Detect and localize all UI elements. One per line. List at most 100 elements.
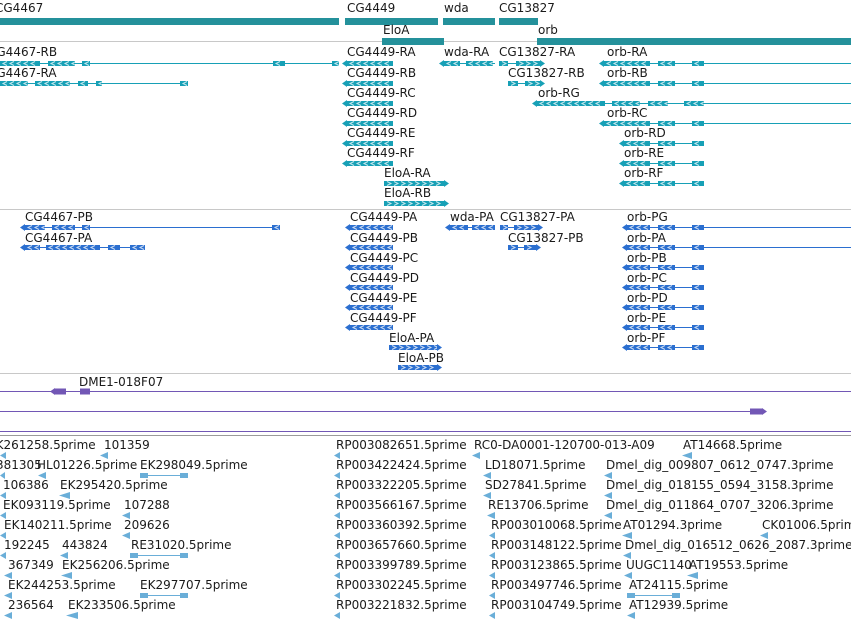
transcript-cg4449-pf[interactable] xyxy=(345,324,393,331)
feature-label-rp003148122-5prime[interactable]: RP003148122.5prime xyxy=(491,538,622,552)
feature-label-ek233506-5prime[interactable]: EK233506.5prime xyxy=(68,598,176,612)
est-106386[interactable] xyxy=(0,492,6,499)
est-209626[interactable] xyxy=(122,532,130,539)
transcript-orb-pd[interactable] xyxy=(622,304,704,311)
feature-label-rp003322205-5prime[interactable]: RP003322205.5prime xyxy=(336,478,467,492)
feature-label-rp003082651-5prime[interactable]: RP003082651.5prime xyxy=(336,438,467,452)
est-dmel-dig-016512-0626-2087-3prime[interactable] xyxy=(623,552,631,559)
transcript-wda-pa[interactable] xyxy=(445,224,495,231)
est-ek140211-5prime[interactable] xyxy=(0,532,6,539)
feature-label-eloa-pb[interactable]: EloA-PB xyxy=(398,351,445,365)
feature-label-orb-re[interactable]: orb-RE xyxy=(624,146,665,160)
est-rp003221832-5prime[interactable] xyxy=(334,612,340,619)
feature-label-orb-pg[interactable]: orb-PG xyxy=(627,210,668,224)
est-367349[interactable] xyxy=(4,572,12,579)
est-rp003360392-5prime[interactable] xyxy=(334,532,340,539)
cdna-cg4449-ra[interactable] xyxy=(342,60,393,67)
est-rp003123865-5prime[interactable] xyxy=(489,572,495,579)
feature-label-rp003302245-5prime[interactable]: RP003302245.5prime xyxy=(336,578,467,592)
transcript-cg13827-pb[interactable] xyxy=(508,244,541,251)
transcript-eloa-pb[interactable] xyxy=(398,364,442,371)
feature-label-cg4449-rb[interactable]: CG4449-RB xyxy=(347,66,417,80)
feature-label-orb-pc[interactable]: orb-PC xyxy=(627,271,667,285)
cdna-orb-re[interactable] xyxy=(619,160,704,167)
feature-label-ek261258-5prime[interactable]: EK261258.5prime xyxy=(0,438,96,452)
cdna-cg4467-rb[interactable] xyxy=(0,60,340,67)
feature-label-cg4449-pd[interactable]: CG4449-PD xyxy=(350,271,420,285)
feature-label-uugc1140[interactable]: UUGC1140 xyxy=(626,558,692,572)
transcript-orb-pc[interactable] xyxy=(622,284,704,291)
cdna-cg4449-rb[interactable] xyxy=(342,80,393,87)
feature-label-at19553-5prime[interactable]: AT19553.5prime xyxy=(689,558,789,572)
est-ek295420-5prime[interactable] xyxy=(59,492,70,499)
feature-label-rp003360392-5prime[interactable]: RP003360392.5prime xyxy=(336,518,467,532)
feature-label-ek256206-5prime[interactable]: EK256206.5prime xyxy=(62,558,170,572)
est-ek244253-5prime[interactable] xyxy=(4,592,12,599)
transcript-orb-pe[interactable] xyxy=(622,324,704,331)
feature-label-cg4449-rf[interactable]: CG4449-RF xyxy=(347,146,415,160)
feature-label-cg4467[interactable]: CG4467 xyxy=(0,1,44,15)
cdna-wda-ra[interactable] xyxy=(439,60,495,67)
est-ek233506-5prime[interactable] xyxy=(66,612,78,619)
clone-line-1[interactable] xyxy=(0,408,767,415)
est-rp003148122-5prime[interactable] xyxy=(489,552,495,559)
feature-label-at24115-5prime[interactable]: AT24115.5prime xyxy=(629,578,729,592)
feature-label-ek244253-5prime[interactable]: EK244253.5prime xyxy=(8,578,116,592)
cdna-orb-rd[interactable] xyxy=(619,140,704,147)
feature-label-101359[interactable]: 101359 xyxy=(104,438,150,452)
transcript-cg13827-pa[interactable] xyxy=(500,224,543,231)
feature-label-rp003221832-5prime[interactable]: RP003221832.5prime xyxy=(336,598,467,612)
cdna-eloa-rb[interactable] xyxy=(384,200,449,207)
est-ek298049-5prime[interactable] xyxy=(140,473,188,478)
feature-label-cg13827-rb[interactable]: CG13827-RB xyxy=(508,66,585,80)
est-re13706-5prime[interactable] xyxy=(487,512,495,519)
feature-label-106386[interactable]: 106386 xyxy=(3,478,49,492)
feature-label-cg13827[interactable]: CG13827 xyxy=(499,1,555,15)
est-236564[interactable] xyxy=(4,612,12,619)
est-rp003082651-5prime[interactable] xyxy=(334,452,340,459)
feature-label-orb-pa[interactable]: orb-PA xyxy=(627,231,666,245)
feature-label-dmel-dig-009807-0612-0747-3prime[interactable]: Dmel_dig_009807_0612_0747.3prime xyxy=(606,458,834,472)
transcript-cg4467-pa[interactable] xyxy=(20,244,145,251)
feature-label-orb-rg[interactable]: orb-RG xyxy=(538,86,580,100)
est-re31020-5prime[interactable] xyxy=(130,553,188,558)
feature-label-cg4449-re[interactable]: CG4449-RE xyxy=(347,126,416,140)
est-sd27841-5prime[interactable] xyxy=(483,492,491,499)
est-101359[interactable] xyxy=(100,452,108,459)
cdna-cg13827-ra[interactable] xyxy=(499,60,545,67)
feature-label-orb-pe[interactable]: orb-PE xyxy=(627,311,667,325)
cdna-eloa-ra[interactable] xyxy=(384,180,449,187)
est-at01294-3prime[interactable] xyxy=(622,532,632,539)
transcript-orb-pa[interactable] xyxy=(622,244,851,251)
feature-label-cg4467-rb[interactable]: CG4467-RB xyxy=(0,45,58,59)
feature-label-cg4449-pf[interactable]: CG4449-PF xyxy=(350,311,417,325)
feature-label-eloa-ra[interactable]: EloA-RA xyxy=(384,166,431,180)
est-ld18071-5prime[interactable] xyxy=(483,472,491,479)
feature-label-rp003657660-5prime[interactable]: RP003657660.5prime xyxy=(336,538,467,552)
feature-label-cg13827-ra[interactable]: CG13827-RA xyxy=(499,45,576,59)
feature-label-wda-pa[interactable]: wda-PA xyxy=(450,210,494,224)
feature-label-at14668-5prime[interactable]: AT14668.5prime xyxy=(683,438,783,452)
feature-label-dmel-dig-016512-0626-2087-3prime[interactable]: Dmel_dig_016512_0626_2087.3prime xyxy=(625,538,851,552)
feature-label-rp003104749-5prime[interactable]: RP003104749.5prime xyxy=(491,598,622,612)
feature-label-at12939-5prime[interactable]: AT12939.5prime xyxy=(629,598,729,612)
cdna-cg4449-rf[interactable] xyxy=(342,160,393,167)
cdna-cg4467-ra[interactable] xyxy=(0,80,188,87)
cdna-cg4449-rd[interactable] xyxy=(342,120,393,127)
feature-label-cg4467-pb[interactable]: CG4467-PB xyxy=(25,210,94,224)
feature-label-ek295420-5prime[interactable]: EK295420.5prime xyxy=(60,478,168,492)
est-rc0-da0001-120700-013-a09[interactable] xyxy=(472,452,480,459)
feature-label-dmel-dig-018155-0594-3158-3prime[interactable]: Dmel_dig_018155_0594_3158.3prime xyxy=(606,478,834,492)
feature-label-orb-pb[interactable]: orb-PB xyxy=(627,251,667,265)
feature-label-ek298049-5prime[interactable]: EK298049.5prime xyxy=(140,458,248,472)
feature-label-orb-pd[interactable]: orb-PD xyxy=(627,291,668,305)
feature-label-at01294-3prime[interactable]: AT01294.3prime xyxy=(623,518,723,532)
est-uugc1140[interactable] xyxy=(624,572,632,579)
feature-label-ek140211-5prime[interactable]: EK140211.5prime xyxy=(4,518,112,532)
feature-label-rp003399789-5prime[interactable]: RP003399789.5prime xyxy=(336,558,467,572)
feature-label-cg4449[interactable]: CG4449 xyxy=(347,1,396,15)
feature-label-rp003123865-5prime[interactable]: RP003123865.5prime xyxy=(491,558,622,572)
feature-label-367349[interactable]: 367349 xyxy=(8,558,54,572)
est-at12939-5prime[interactable] xyxy=(627,612,635,619)
transcript-cg4467-pb[interactable] xyxy=(20,224,280,231)
